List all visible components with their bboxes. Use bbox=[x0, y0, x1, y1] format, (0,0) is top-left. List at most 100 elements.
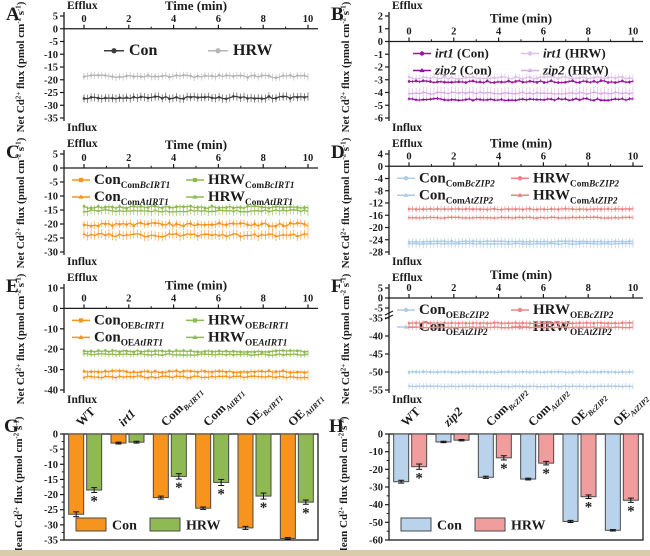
svg-text:G: G bbox=[4, 416, 19, 437]
svg-text:-20: -20 bbox=[369, 465, 383, 476]
svg-text:Influx: Influx bbox=[67, 256, 97, 268]
svg-text:HRWOEAtIRT1: HRWOEAtIRT1 bbox=[208, 329, 287, 348]
svg-text:Time (min): Time (min) bbox=[165, 137, 227, 152]
svg-text:E: E bbox=[6, 276, 19, 297]
svg-text:HRW: HRW bbox=[233, 42, 272, 59]
svg-text:-35: -35 bbox=[44, 114, 58, 125]
svg-text:HRWOEBcZIP2: HRWOEBcZIP2 bbox=[533, 302, 614, 321]
svg-text:zip2 (Con): zip2 (Con) bbox=[434, 63, 492, 78]
svg-text:HRWComAtZIP2: HRWComAtZIP2 bbox=[533, 187, 618, 206]
svg-text:10: 10 bbox=[303, 293, 314, 304]
svg-text:ConComBcZIP2: ConComBcZIP2 bbox=[419, 170, 495, 189]
svg-text:4: 4 bbox=[378, 150, 384, 161]
panel-d: D 4 0 -4 -8 -12 -16 -20 -24 -28 Efflux Influx Net Cd… bbox=[325, 135, 650, 272]
svg-text:-15: -15 bbox=[44, 206, 58, 217]
svg-text:-35: -35 bbox=[369, 314, 383, 325]
svg-text:0: 0 bbox=[378, 162, 383, 173]
panel-c-chart: C 5 0 -5 -10 -15 -20 -25 -30 Efflux Influx Net Cd2+… bbox=[6, 137, 318, 268]
svg-text:Net Cd2+ flux (pmol cm-2 s-1): Net Cd2+ flux (pmol cm-2 s-1) bbox=[15, 1, 27, 132]
svg-text:6: 6 bbox=[216, 293, 221, 304]
svg-text:ConOEBcIRT1: ConOEBcIRT1 bbox=[94, 312, 165, 331]
svg-text:HRWComBcZIP2: HRWComBcZIP2 bbox=[533, 170, 619, 189]
svg-text:-10: -10 bbox=[44, 50, 58, 61]
svg-text:0: 0 bbox=[53, 164, 58, 175]
svg-text:-15: -15 bbox=[44, 63, 58, 74]
svg-text:5: 5 bbox=[53, 12, 58, 23]
svg-text:8: 8 bbox=[586, 283, 591, 294]
svg-text:-5: -5 bbox=[49, 37, 58, 48]
svg-text:*: * bbox=[542, 466, 550, 482]
svg-text:Efflux: Efflux bbox=[392, 138, 423, 150]
svg-text:10: 10 bbox=[303, 153, 314, 164]
svg-text:Net Cd2+ flux (pmol cm-2 s-1): Net Cd2+ flux (pmol cm-2 s-1) bbox=[340, 137, 352, 268]
svg-text:-4: -4 bbox=[374, 88, 383, 99]
svg-text:-1: -1 bbox=[374, 50, 383, 61]
svg-text:D: D bbox=[331, 142, 345, 163]
svg-text:H: H bbox=[329, 416, 344, 437]
svg-text:ConOEBcZIP2: ConOEBcZIP2 bbox=[419, 302, 489, 321]
svg-text:8: 8 bbox=[586, 151, 591, 162]
panel-g: G 0 -5 -10 -15 -20 -25 -30 -35 Mean Cd2+ flux (pm… bbox=[0, 388, 327, 556]
svg-text:6: 6 bbox=[541, 283, 546, 294]
panel-h: H 0 -10 -20 -30 -40 -50 -60 Mean Cd2+ flux (pmol… bbox=[325, 388, 650, 556]
svg-text:10: 10 bbox=[628, 27, 639, 38]
svg-text:Con: Con bbox=[112, 519, 137, 534]
svg-text:0: 0 bbox=[406, 283, 411, 294]
svg-text:ConOEAtIRT1: ConOEAtIRT1 bbox=[94, 329, 163, 348]
svg-text:*: * bbox=[260, 500, 268, 516]
photo-edge-strip bbox=[0, 550, 650, 556]
svg-text:irt1 (HRW): irt1 (HRW) bbox=[543, 46, 606, 61]
svg-text:Net Cd2+ flux (pmol cm-2 s-1): Net Cd2+ flux (pmol cm-2 s-1) bbox=[340, 273, 352, 404]
svg-text:4: 4 bbox=[496, 151, 502, 162]
svg-text:C: C bbox=[6, 142, 20, 163]
svg-text:Time (min): Time (min) bbox=[490, 135, 552, 150]
svg-text:-40: -40 bbox=[44, 386, 58, 397]
svg-text:-55: -55 bbox=[369, 386, 383, 397]
svg-text:-20: -20 bbox=[44, 220, 58, 231]
svg-text:Time (min): Time (min) bbox=[165, 277, 227, 292]
svg-text:Efflux: Efflux bbox=[67, 138, 98, 150]
svg-text:6: 6 bbox=[216, 153, 221, 164]
svg-text:-28: -28 bbox=[369, 248, 383, 259]
svg-text:-30: -30 bbox=[44, 520, 58, 531]
svg-text:-25: -25 bbox=[44, 88, 58, 99]
svg-text:-5: -5 bbox=[374, 101, 383, 112]
svg-text:6: 6 bbox=[541, 151, 546, 162]
svg-text:2: 2 bbox=[451, 283, 456, 294]
svg-text:-30: -30 bbox=[369, 483, 383, 494]
svg-text:10: 10 bbox=[303, 14, 314, 25]
panel-e: E 10 0 -10 -20 -30 -40 Efflux Influx Net Cd2+ flu… bbox=[0, 272, 325, 410]
svg-text:-3: -3 bbox=[374, 75, 383, 86]
svg-text:*: * bbox=[627, 503, 635, 519]
svg-text:-20: -20 bbox=[369, 223, 383, 234]
svg-text:-10: -10 bbox=[44, 460, 58, 471]
panel-g-chart: G 0 -5 -10 -15 -20 -25 -30 -35 Mean Cd2+ flux (pm… bbox=[4, 388, 327, 556]
svg-text:8: 8 bbox=[261, 153, 266, 164]
svg-text:HRW: HRW bbox=[186, 519, 221, 534]
svg-text:0: 0 bbox=[378, 37, 383, 48]
svg-text:Mean Cd2+ flux (pmol cm-2 s-1): Mean Cd2+ flux (pmol cm-2 s-1) bbox=[13, 416, 25, 556]
svg-text:-30: -30 bbox=[44, 248, 58, 259]
svg-text:Influx: Influx bbox=[392, 122, 422, 134]
svg-text:-10: -10 bbox=[44, 324, 58, 335]
svg-text:4: 4 bbox=[496, 283, 502, 294]
svg-text:*: * bbox=[585, 499, 593, 515]
svg-text:-24: -24 bbox=[369, 235, 384, 246]
svg-text:2: 2 bbox=[126, 293, 131, 304]
svg-text:-30: -30 bbox=[44, 365, 58, 376]
svg-text:4: 4 bbox=[171, 293, 177, 304]
panel-h-chart: H 0 -10 -20 -30 -40 -50 -60 Mean Cd2+ flux (pmol… bbox=[329, 388, 650, 556]
svg-text:Net Cd2+ flux (pmol cm-2 s-1): Net Cd2+ flux (pmol cm-2 s-1) bbox=[15, 273, 27, 404]
svg-text:-5: -5 bbox=[374, 304, 383, 315]
panel-e-chart: E 10 0 -10 -20 -30 -40 Efflux Influx Net Cd2+ flu… bbox=[6, 272, 318, 406]
svg-text:8: 8 bbox=[261, 14, 266, 25]
svg-text:-8: -8 bbox=[374, 186, 383, 197]
svg-text:10: 10 bbox=[628, 151, 639, 162]
svg-text:10: 10 bbox=[48, 284, 59, 295]
svg-text:Con: Con bbox=[129, 42, 158, 59]
svg-text:0: 0 bbox=[378, 430, 383, 441]
svg-text:Efflux: Efflux bbox=[392, 272, 423, 284]
